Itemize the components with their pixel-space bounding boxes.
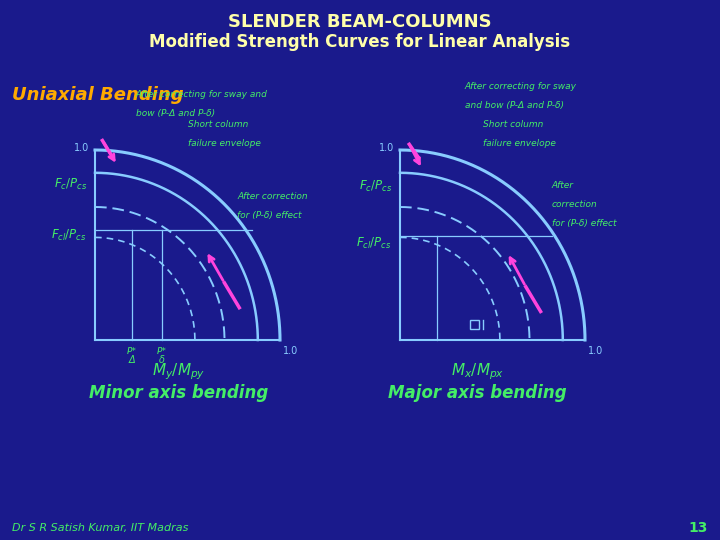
Text: Minor axis bending: Minor axis bending xyxy=(89,384,268,402)
Text: Short column: Short column xyxy=(483,120,544,129)
Text: After correction: After correction xyxy=(238,192,308,201)
Text: Dr S R Satish Kumar, IIT Madras: Dr S R Satish Kumar, IIT Madras xyxy=(12,523,189,533)
Text: After: After xyxy=(552,181,574,190)
Text: failure envelope: failure envelope xyxy=(483,139,556,148)
Text: After correcting for sway and: After correcting for sway and xyxy=(135,90,268,99)
Text: Δ: Δ xyxy=(129,355,135,365)
Text: SLENDER BEAM-COLUMNS: SLENDER BEAM-COLUMNS xyxy=(228,13,492,31)
Text: $M_x/M_{px}$: $M_x/M_{px}$ xyxy=(451,361,505,382)
Text: $F_{cl}/P_{cs}$: $F_{cl}/P_{cs}$ xyxy=(356,235,392,251)
Text: 1.0: 1.0 xyxy=(379,143,394,153)
Text: Major axis bending: Major axis bending xyxy=(388,384,567,402)
Text: δ: δ xyxy=(158,355,165,365)
Text: for (P-δ) effect: for (P-δ) effect xyxy=(552,219,616,228)
Text: correction: correction xyxy=(552,200,598,209)
Text: failure envelope: failure envelope xyxy=(187,139,261,148)
Text: After correcting for sway: After correcting for sway xyxy=(464,82,577,91)
Text: $F_c/P_{cs}$: $F_c/P_{cs}$ xyxy=(359,179,392,194)
Text: $F_{cl}/P_{cs}$: $F_{cl}/P_{cs}$ xyxy=(51,228,87,243)
Text: 13: 13 xyxy=(688,521,708,535)
Text: 1.0: 1.0 xyxy=(588,346,603,356)
Text: $M_y/M_{py}$: $M_y/M_{py}$ xyxy=(151,361,205,382)
Bar xyxy=(470,320,480,329)
Text: P*: P* xyxy=(157,347,166,356)
Text: P*: P* xyxy=(127,347,137,356)
Text: and bow (P-Δ and P-δ): and bow (P-Δ and P-δ) xyxy=(464,101,564,110)
Text: 1.0: 1.0 xyxy=(73,143,89,153)
Text: 1.0: 1.0 xyxy=(283,346,298,356)
Text: Uniaxial Bending: Uniaxial Bending xyxy=(12,86,184,104)
Text: for (P-δ) effect: for (P-δ) effect xyxy=(238,211,302,220)
Text: $F_c/P_{cs}$: $F_c/P_{cs}$ xyxy=(54,177,87,192)
Text: Modified Strength Curves for Linear Analysis: Modified Strength Curves for Linear Anal… xyxy=(150,33,570,51)
Text: bow (P-Δ and P-δ): bow (P-Δ and P-δ) xyxy=(135,109,215,118)
Text: Short column: Short column xyxy=(187,120,248,129)
